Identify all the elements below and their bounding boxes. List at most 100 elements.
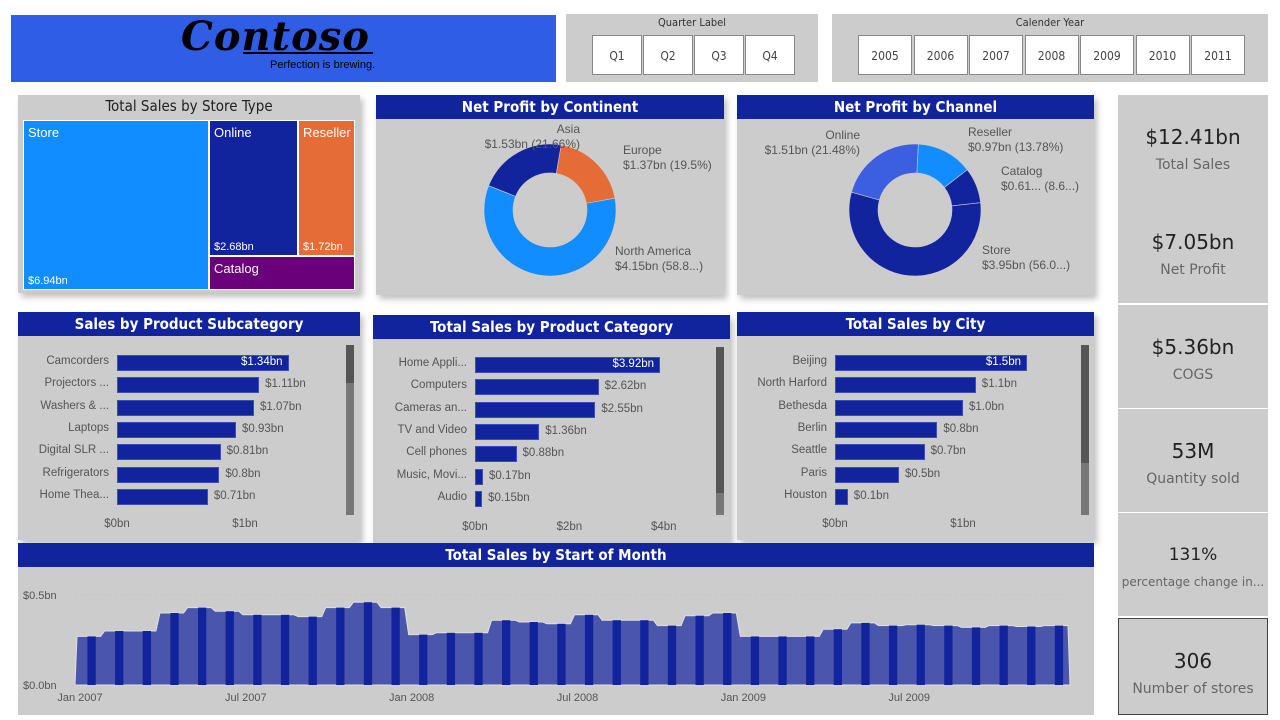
treemap-cell-reseller[interactable]: Reseller $1.72bn [298, 120, 355, 256]
month-bar[interactable] [529, 622, 538, 685]
bar[interactable] [835, 466, 899, 483]
month-bar[interactable] [391, 607, 400, 685]
bar[interactable] [117, 399, 254, 416]
kpi-value: 53M [1171, 439, 1215, 463]
treemap-cell-store[interactable]: Store $6.94bn [23, 120, 209, 290]
month-bar[interactable] [806, 636, 815, 685]
bar-category-label: TV and Video [397, 423, 467, 436]
month-bar[interactable] [1027, 626, 1036, 686]
month-bar[interactable] [944, 625, 953, 685]
bar-value-label: $1.0bn [969, 400, 1005, 413]
year-option[interactable]: 2010 [1135, 35, 1190, 75]
bar[interactable] [835, 355, 1027, 371]
year-option[interactable]: 2006 [913, 35, 968, 75]
scrollbar-thumb[interactable] [1081, 345, 1089, 463]
bar[interactable] [475, 468, 484, 485]
scrollbar[interactable] [1081, 345, 1089, 515]
bar[interactable] [475, 379, 599, 396]
month-bar[interactable] [87, 636, 96, 685]
quarter-option[interactable]: Q4 [745, 35, 795, 75]
quarter-option[interactable]: Q3 [694, 35, 744, 75]
scrollbar-thumb[interactable] [346, 345, 354, 383]
bar[interactable] [117, 444, 221, 461]
bar-value-label: $1.11bn [265, 378, 306, 391]
month-bar[interactable] [750, 636, 760, 685]
month-bar[interactable] [612, 620, 621, 685]
month-bar[interactable] [170, 613, 179, 685]
month-bar[interactable] [446, 632, 456, 685]
year-slicer-title: Calender Year [1015, 16, 1085, 29]
month-bar[interactable] [971, 627, 981, 685]
bar[interactable] [475, 357, 661, 373]
slice-value: $1.53bn (21.66%) [484, 137, 580, 151]
y-tick-label: $0.0bn [23, 680, 57, 692]
bar[interactable] [835, 421, 938, 438]
month-bar[interactable] [833, 629, 842, 685]
bar[interactable] [117, 377, 260, 394]
donut-slice-asia[interactable] [488, 143, 562, 197]
month-bar[interactable] [225, 611, 234, 685]
month-bar[interactable] [667, 625, 677, 685]
month-bar[interactable] [888, 625, 898, 685]
bar[interactable] [117, 488, 208, 505]
month-bar[interactable] [1054, 625, 1064, 685]
x-tick-label: $2bn [556, 521, 583, 533]
slice-value: $4.15bn (58.8...) [615, 259, 704, 273]
donut-slice-online[interactable] [851, 143, 919, 201]
month-bar[interactable] [640, 620, 649, 685]
year-option[interactable]: 2009 [1080, 35, 1134, 75]
treemap-cell-catalog[interactable]: Catalog [209, 256, 355, 290]
bar[interactable] [835, 399, 963, 416]
scrollbar-thumb[interactable] [716, 347, 724, 493]
scrollbar[interactable] [716, 347, 724, 515]
month-bar[interactable] [142, 631, 152, 685]
month-bar[interactable] [584, 614, 594, 685]
x-tick-label: $1bn [232, 518, 258, 530]
bar-city-panel: Total Sales by City Beijing $1.5bn North H… [737, 312, 1094, 540]
quarter-option[interactable]: Q2 [643, 35, 693, 75]
year-option[interactable]: 2011 [1191, 35, 1245, 75]
bar[interactable] [835, 377, 976, 394]
bar[interactable] [117, 355, 289, 371]
donut-slice-north-america[interactable] [483, 185, 617, 277]
year-option[interactable]: 2008 [1024, 35, 1079, 75]
month-bar[interactable] [557, 623, 566, 685]
bar-value-label: $0.81bn [226, 445, 269, 458]
month-bar[interactable] [197, 607, 207, 685]
donut-slice-store[interactable] [848, 191, 982, 277]
bar[interactable] [835, 444, 925, 461]
bar[interactable] [475, 423, 540, 440]
month-bar[interactable] [695, 615, 704, 685]
month-bar[interactable] [778, 636, 787, 685]
bar-city-title: Total Sales by City [737, 312, 1094, 336]
kpi-caption: COGS [1172, 367, 1214, 383]
month-bar[interactable] [861, 622, 870, 685]
month-bar[interactable] [253, 614, 262, 685]
month-bar[interactable] [419, 634, 428, 685]
month-bar[interactable] [363, 602, 373, 685]
month-bar[interactable] [916, 624, 925, 685]
x-tick-label: $1bn [950, 518, 976, 530]
month-bar[interactable] [280, 614, 290, 685]
year-option[interactable]: 2005 [858, 35, 912, 75]
month-bar[interactable] [999, 625, 1008, 685]
quarter-option[interactable]: Q1 [592, 35, 642, 75]
bar[interactable] [475, 490, 483, 507]
bar[interactable] [117, 421, 237, 438]
bar[interactable] [475, 401, 596, 418]
month-bar[interactable] [723, 613, 732, 685]
treemap-cell-online[interactable]: Online $2.68bn [209, 120, 298, 256]
month-bar[interactable] [502, 620, 511, 685]
bar[interactable] [117, 466, 220, 483]
slice-name: Asia [556, 122, 580, 136]
month-bar[interactable] [308, 616, 317, 685]
scrollbar[interactable] [346, 345, 354, 515]
bar[interactable] [475, 446, 517, 463]
bar[interactable] [835, 488, 848, 505]
month-bar[interactable] [115, 631, 124, 685]
month-bar[interactable] [474, 632, 483, 685]
month-bar[interactable] [336, 607, 345, 685]
bar-category-label: Cell phones [406, 446, 467, 459]
year-option[interactable]: 2007 [969, 35, 1023, 75]
donut-slice-europe[interactable] [555, 144, 616, 204]
